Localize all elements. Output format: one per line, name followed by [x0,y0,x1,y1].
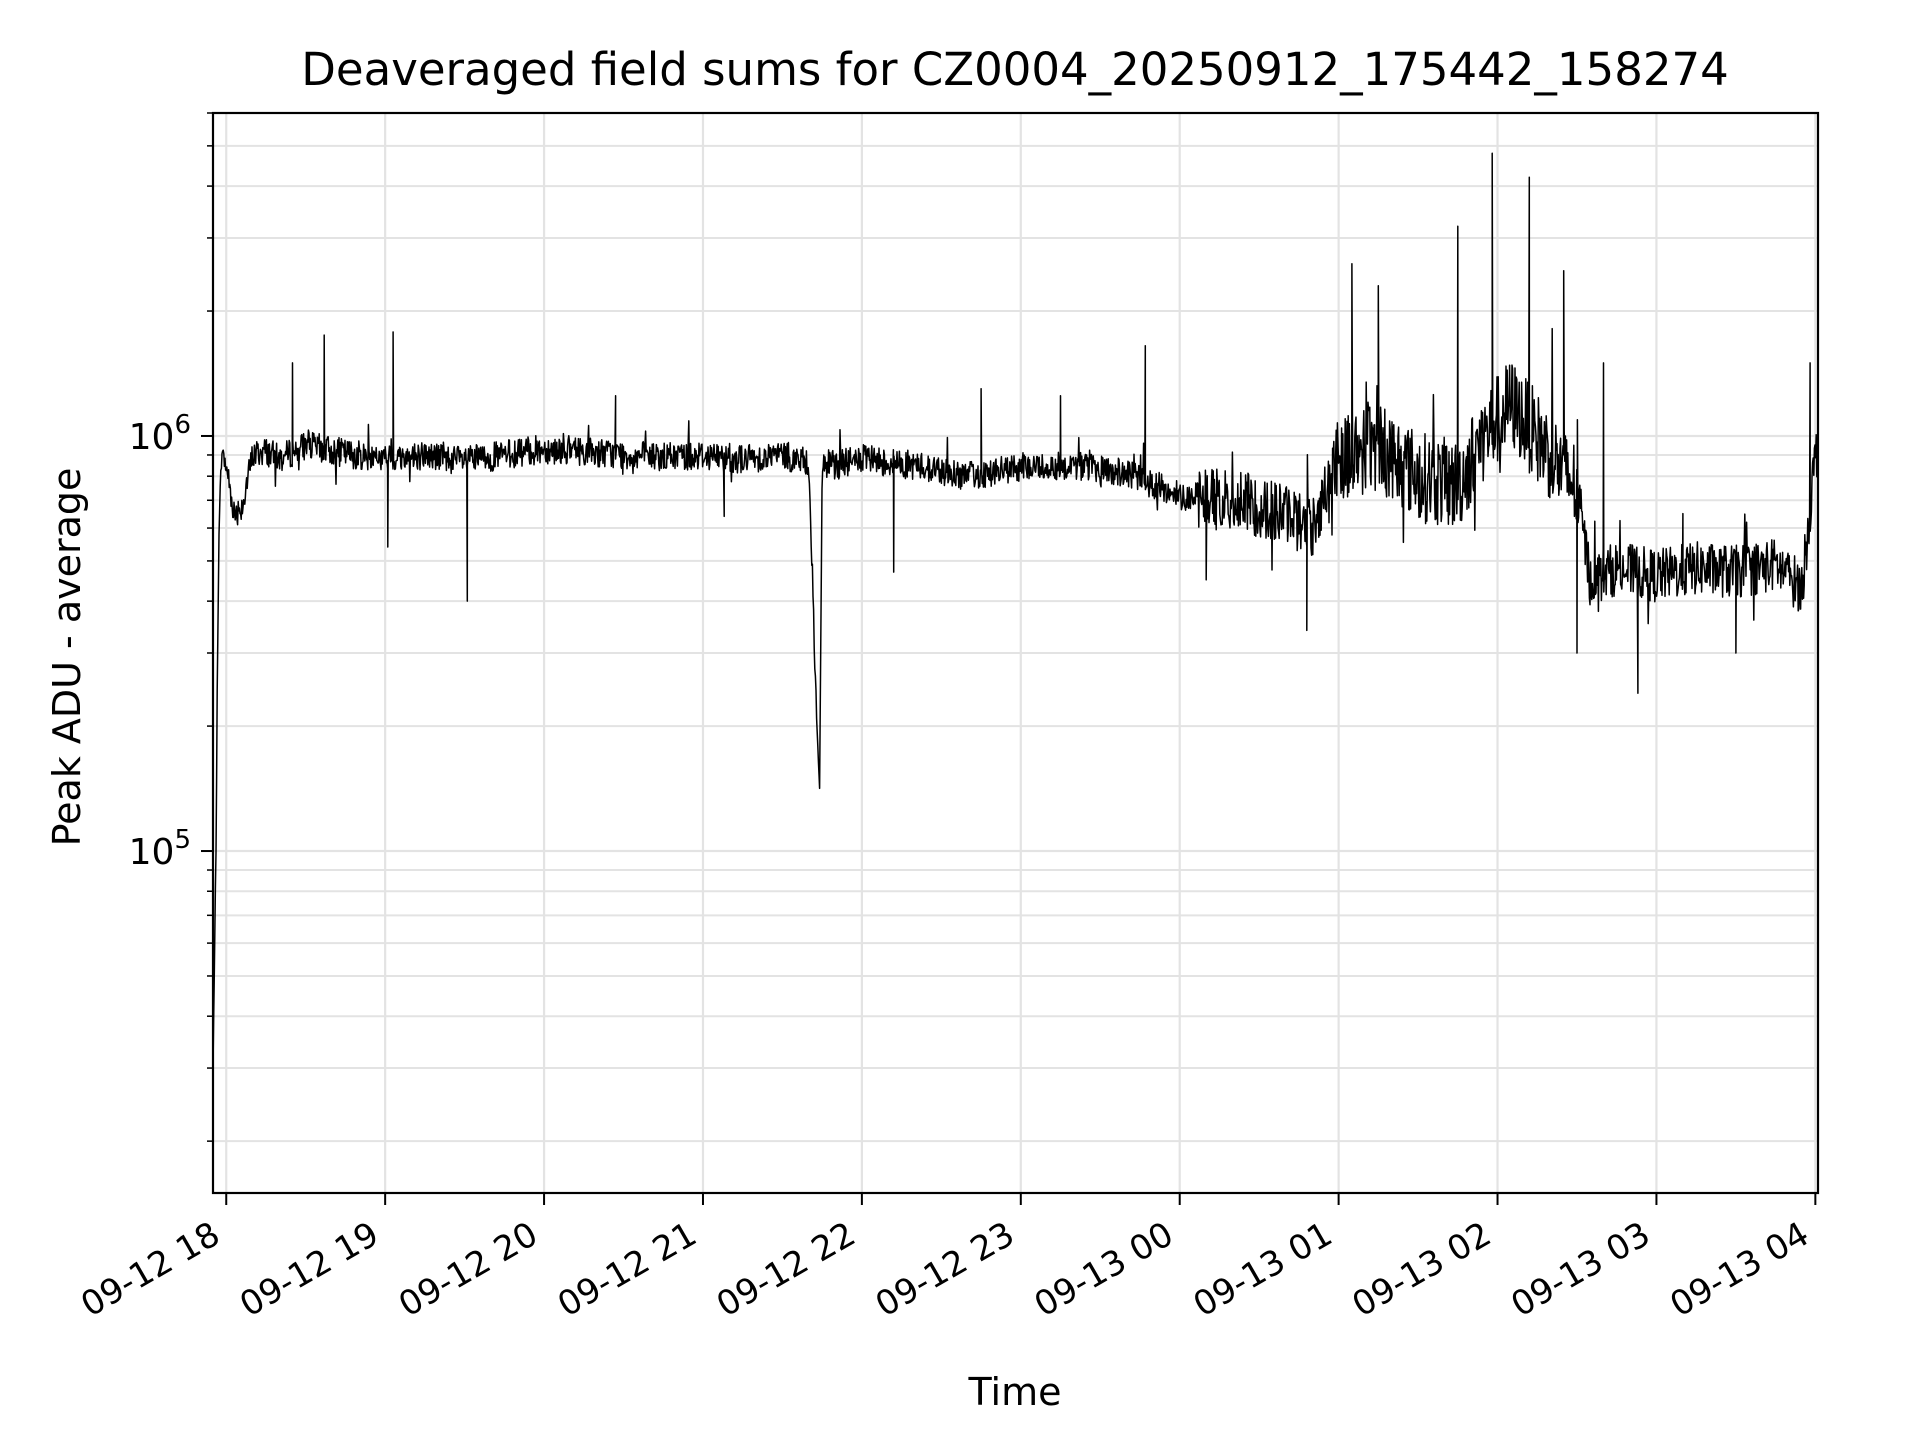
data-series [212,152,1819,1069]
gridlines [213,112,1818,1193]
y-tick-base: 10 [129,417,175,458]
y-tick-label: 106 [129,410,191,458]
tick-marks [201,112,1817,1205]
y-tick-exponent: 5 [174,825,191,855]
chart-title: Deaveraged field sums for CZ0004_2025091… [301,43,1728,96]
y-axis-label: Peak ADU - average [45,468,89,847]
series-line [212,152,1819,1069]
y-tick-base: 10 [129,832,175,873]
y-tick-exponent: 6 [174,410,191,440]
x-axis-label: Time [968,1370,1062,1414]
y-tick-label: 105 [129,825,191,873]
